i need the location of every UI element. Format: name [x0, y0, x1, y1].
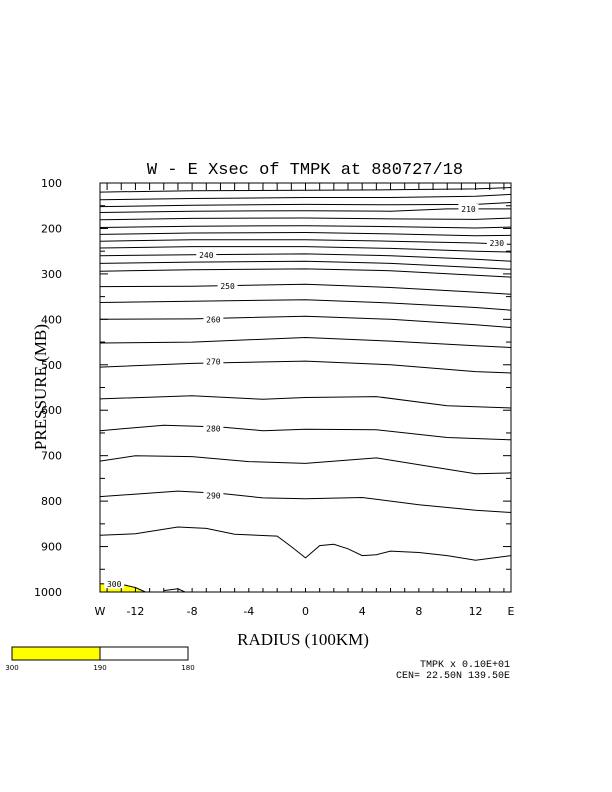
axis-ticks [100, 182, 511, 593]
x-tick--12: -12 [126, 605, 144, 618]
contour-label-bg [458, 203, 479, 214]
contour-line-8 [99, 246, 512, 253]
x-tick-W: W [95, 605, 106, 618]
contour-label-210: 210 [461, 205, 476, 214]
contour-line-18 [99, 424, 512, 441]
contour-line-19 [99, 455, 512, 475]
contour-label-280: 280 [206, 424, 221, 433]
x-tick-4: 4 [359, 605, 366, 618]
colorbar-label-0: 300 [5, 664, 18, 672]
contour-line-5 [99, 225, 512, 229]
contour-label-250: 250 [220, 282, 235, 291]
contour-line-2 [99, 202, 512, 208]
contour-line-20 [99, 490, 512, 513]
chart-title: W - E Xsec of TMPK at 880727/18 [147, 161, 463, 180]
contour-label-290: 290 [206, 492, 221, 501]
y-tick-500: 500 [41, 359, 62, 372]
y-tick-200: 200 [41, 222, 62, 235]
y-tick-100: 100 [41, 177, 62, 190]
contour-lines [99, 187, 512, 593]
scale-annotation: TMPK x 0.10E+01 [420, 660, 510, 671]
contour-label-bg [196, 249, 217, 260]
y-tick-300: 300 [41, 268, 62, 281]
colorbar-label-1: 190 [93, 664, 106, 672]
x-tick-8: 8 [415, 605, 422, 618]
x-tick--4: -4 [243, 605, 254, 618]
contour-label-bg [203, 490, 224, 501]
plot-frame [99, 182, 512, 593]
x-tick-labels: W -12 -8 -4 0 4 8 12 E [95, 605, 515, 618]
y-tick-600: 600 [41, 404, 62, 417]
contour-line-14 [99, 315, 512, 328]
contour-label-bg [104, 578, 125, 589]
colorbar-label-2: 180 [181, 664, 194, 672]
x-tick-0: 0 [302, 605, 309, 618]
contour-line-12 [99, 283, 512, 295]
contour-line-13 [99, 299, 512, 311]
contour-label-270: 270 [206, 358, 221, 367]
y-tick-labels: 100 200 300 400 500 600 700 800 900 1000 [34, 177, 62, 599]
y-tick-1000: 1000 [34, 586, 62, 599]
contour-line-15 [99, 336, 512, 348]
y-tick-400: 400 [41, 313, 62, 326]
contour-labels: 210 230 240 250 260 270 280 290 300 [104, 203, 507, 589]
x-tick-E: E [508, 605, 515, 618]
contour-label-bg [217, 281, 238, 292]
contour-line-6 [99, 231, 512, 237]
contour-label-300: 300 [107, 580, 122, 589]
contour-line-10 [99, 260, 512, 270]
contour-line-4 [99, 217, 512, 221]
contour-line-21 [99, 526, 512, 561]
contour-label-bg [486, 237, 507, 248]
contour-line-7 [99, 239, 512, 245]
y-tick-800: 800 [41, 495, 62, 508]
y-tick-700: 700 [41, 450, 62, 463]
contour-label-bg [203, 423, 224, 434]
contour-line-9 [99, 253, 512, 262]
colorbar-swatch-300 [11, 646, 101, 661]
contour-label-240: 240 [199, 251, 214, 260]
contour-label-230: 230 [490, 239, 505, 248]
y-axis-label: PRESSURE (MB) [31, 324, 50, 450]
colorbar: 300 190 180 [5, 646, 195, 672]
contour-label-bg [203, 314, 224, 325]
contour-label-bg [203, 356, 224, 367]
contour-line-11 [99, 268, 512, 278]
contour-line-16 [99, 360, 512, 374]
x-axis-label: RADIUS (100KM) [237, 630, 369, 649]
center-annotation: CEN= 22.50N 139.50E [396, 671, 510, 682]
colorbar-swatch-190 [99, 646, 189, 661]
contour-line-0 [99, 187, 512, 193]
x-tick-12: 12 [469, 605, 483, 618]
contour-line-3 [99, 208, 511, 213]
y-tick-900: 900 [41, 541, 62, 554]
contour-label-260: 260 [206, 315, 221, 324]
contour-line-17 [99, 395, 512, 409]
contour-line-1 [99, 193, 512, 201]
x-tick--8: -8 [187, 605, 198, 618]
